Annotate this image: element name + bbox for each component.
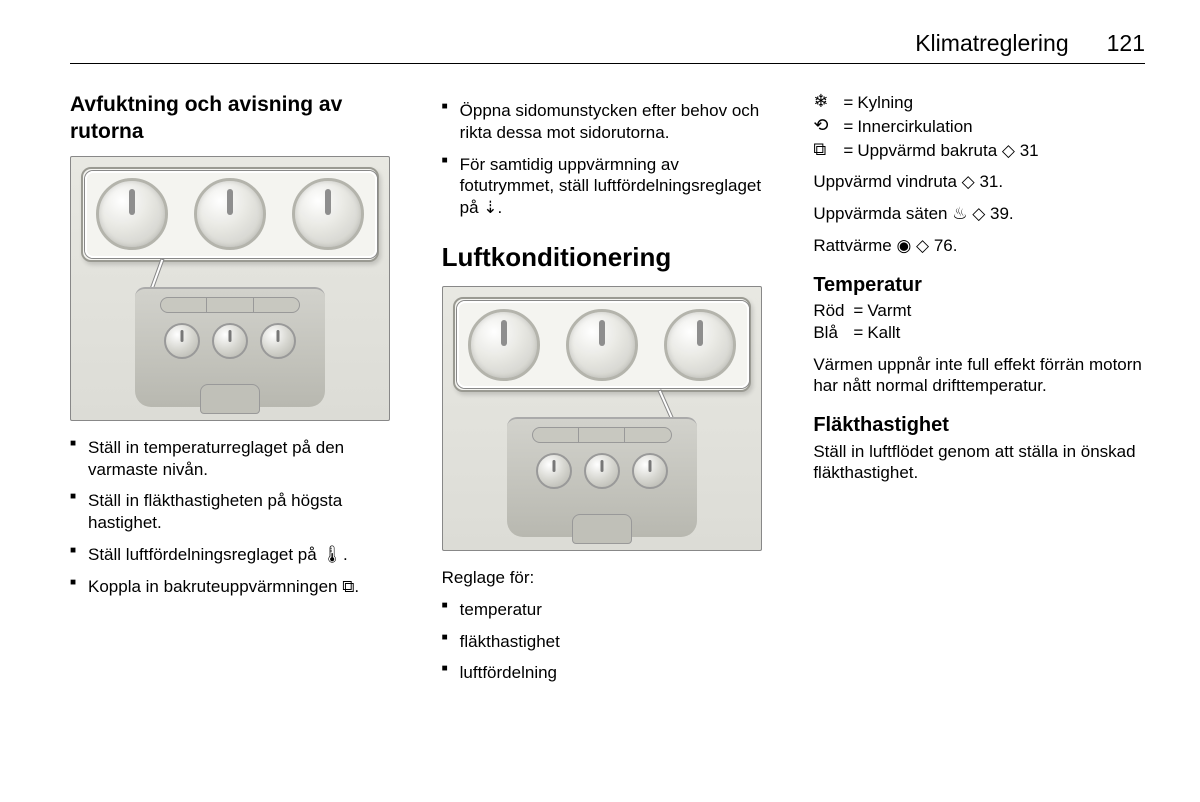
equals: =: [853, 300, 867, 322]
dial-icon: [566, 309, 638, 381]
list-item: temperatur: [442, 599, 774, 621]
symbol-label: Uppvärmd bakruta ◇ 31: [857, 140, 1145, 162]
pillbar-icon: [160, 297, 300, 313]
temp-value: Kallt: [867, 322, 1145, 344]
column-2: Öppna sidomunstycken efter behov och rik…: [442, 92, 774, 694]
list-item: För samtidig uppvärmning av fotutrymmet,…: [442, 154, 774, 219]
climate-control-figure-1: [70, 156, 390, 421]
gear-knob-icon: [200, 384, 260, 414]
symbol-row: ⧉ = Uppvärmd bakruta ◇ 31: [813, 140, 1145, 162]
dial-panel: [81, 167, 379, 262]
column-3: ❄ = Kylning ⟲ = Innercirkulation ⧉ = Upp…: [813, 92, 1145, 694]
dial-icon: [292, 178, 364, 250]
defog-steps-cont: Öppna sidomunstycken efter behov och rik…: [442, 100, 774, 219]
rear-defrost-icon: ⧉: [813, 140, 843, 160]
temp-value: Varmt: [867, 300, 1145, 322]
climate-control-figure-2: [442, 286, 762, 551]
list-item: Ställ in temperaturreglaget på den varma…: [70, 437, 402, 481]
list-item: luftfördelning: [442, 662, 774, 684]
dial-icon: [96, 178, 168, 250]
header-title: Klimatreglering: [915, 30, 1068, 57]
windshield-heat-ref: Uppvärmd vindruta ◇ 31.: [813, 171, 1145, 193]
mini-dial-icon: [584, 453, 620, 489]
equals: =: [843, 140, 857, 162]
equals: =: [843, 116, 857, 138]
mini-dial-icon: [164, 323, 200, 359]
steering-heat-ref: Rattvärme ◉ ◇ 76.: [813, 235, 1145, 257]
equals: =: [843, 92, 857, 114]
list-item: Ställ in fläkthastigheten på högsta hast…: [70, 490, 402, 534]
temperature-note: Värmen uppnår inte full effekt förrän mo…: [813, 354, 1145, 398]
recirculation-icon: ⟲: [813, 116, 843, 136]
dial-icon: [664, 309, 736, 381]
mini-dial-icon: [536, 453, 572, 489]
list-item: Öppna sidomunstycken efter behov och rik…: [442, 100, 774, 144]
list-item: Ställ luftfördelningsreglaget på 🌡.: [70, 544, 402, 566]
mini-dial-icon: [632, 453, 668, 489]
temperature-table: Röd = Varmt Blå = Kallt: [813, 300, 1145, 344]
fan-heading: Fläkthastighet: [813, 413, 1145, 439]
snowflake-icon: ❄: [813, 92, 843, 112]
dial-panel: [453, 297, 751, 392]
list-item: fläkthastighet: [442, 631, 774, 653]
symbol-label: Kylning: [857, 92, 1145, 114]
symbol-label: Innercirkulation: [857, 116, 1145, 138]
dial-icon: [468, 309, 540, 381]
mini-dial-icon: [212, 323, 248, 359]
temp-key: Blå: [813, 322, 853, 344]
pillbar-icon: [532, 427, 672, 443]
page-header: Klimatreglering 121: [70, 30, 1145, 64]
seat-heat-ref: Uppvärmda säten ♨ ◇ 39.: [813, 203, 1145, 225]
symbol-row: ⟲ = Innercirkulation: [813, 116, 1145, 138]
temp-key: Röd: [813, 300, 853, 322]
dial-icon: [194, 178, 266, 250]
column-1: Avfuktning och avisning av rutorna Ställ…: [70, 92, 402, 694]
equals: =: [853, 322, 867, 344]
defog-heading: Avfuktning och avisning av rutorna: [70, 92, 402, 146]
list-item: Koppla in bakruteuppvärmningen ⧉.: [70, 576, 402, 598]
fan-note: Ställ in luftflödet genom att ställa in …: [813, 441, 1145, 485]
mini-dials: [536, 453, 668, 489]
temperature-heading: Temperatur: [813, 273, 1145, 299]
defog-steps: Ställ in temperaturreglaget på den varma…: [70, 437, 402, 598]
mini-dial-icon: [260, 323, 296, 359]
ac-heading: Luftkonditionering: [442, 241, 774, 274]
page-number: 121: [1107, 30, 1145, 57]
symbol-row: ❄ = Kylning: [813, 92, 1145, 114]
controls-label: Reglage för:: [442, 567, 774, 589]
controls-list: temperatur fläkthastighet luftfördelning: [442, 599, 774, 684]
gear-knob-icon: [572, 514, 632, 544]
mini-dials: [164, 323, 296, 359]
content-columns: Avfuktning och avisning av rutorna Ställ…: [70, 92, 1145, 694]
